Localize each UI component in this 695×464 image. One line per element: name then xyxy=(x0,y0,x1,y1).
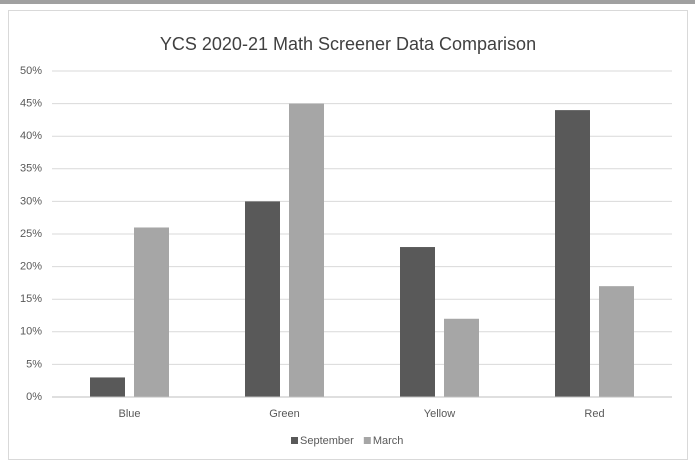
y-tick-label: 45% xyxy=(20,98,42,110)
top-bar xyxy=(0,0,695,4)
bar xyxy=(90,377,125,397)
y-tick-label: 30% xyxy=(20,195,42,207)
y-tick-label: 5% xyxy=(26,358,42,370)
bar xyxy=(444,318,479,397)
y-tick-label: 50% xyxy=(20,65,42,77)
bar xyxy=(245,201,280,397)
x-tick-label: Green xyxy=(269,408,300,420)
legend-swatch xyxy=(363,437,371,444)
bar xyxy=(555,110,590,398)
legend-swatch xyxy=(291,437,298,444)
chart-title: YCS 2020-21 Math Screener Data Compariso… xyxy=(160,34,536,54)
bar xyxy=(400,247,435,397)
y-tick-label: 15% xyxy=(20,293,42,305)
y-tick-label: 10% xyxy=(20,326,42,338)
x-tick-label: Yellow xyxy=(424,408,455,420)
y-tick-label: 25% xyxy=(20,228,42,240)
legend-label: September xyxy=(300,435,354,447)
x-tick-label: Red xyxy=(584,408,604,420)
bar xyxy=(599,286,634,397)
y-tick-label: 35% xyxy=(20,163,42,175)
y-tick-label: 0% xyxy=(26,391,42,403)
x-tick-label: Blue xyxy=(118,408,140,420)
bar xyxy=(289,103,324,397)
y-tick-label: 40% xyxy=(20,130,42,142)
legend-label: March xyxy=(373,435,404,447)
y-tick-label: 20% xyxy=(20,261,42,273)
bar xyxy=(134,227,169,397)
